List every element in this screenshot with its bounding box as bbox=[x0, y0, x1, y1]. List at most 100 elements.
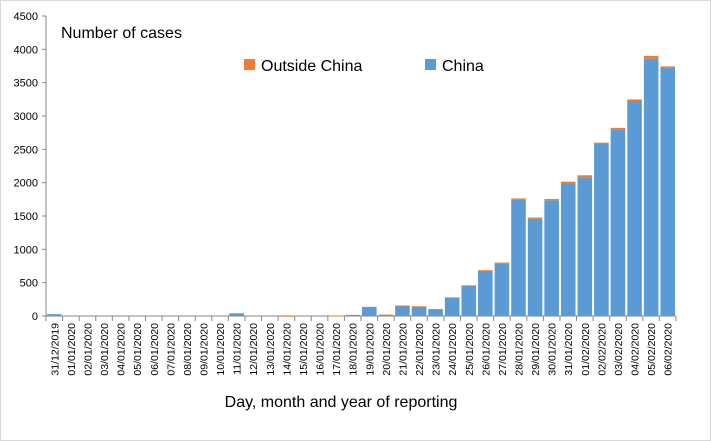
bar-china bbox=[428, 309, 443, 316]
legend: Outside China China bbox=[244, 58, 484, 75]
bar-china bbox=[627, 101, 642, 316]
bar-china bbox=[362, 306, 377, 316]
bar-china bbox=[660, 67, 675, 317]
x-tick-label: 10/01/2020 bbox=[215, 323, 227, 376]
x-tick-label: 04/02/2020 bbox=[630, 323, 642, 376]
bar-outside-china bbox=[660, 66, 675, 68]
bar-china bbox=[395, 305, 410, 316]
x-tick-label: 28/01/2020 bbox=[514, 323, 526, 376]
x-tick-label: 25/01/2020 bbox=[464, 323, 476, 376]
bar-outside-china bbox=[378, 314, 394, 316]
x-tick-label: 02/02/2020 bbox=[596, 323, 608, 376]
bar-outside-china bbox=[444, 297, 460, 299]
bar-outside-china bbox=[560, 181, 576, 184]
bar-outside-china bbox=[544, 199, 559, 201]
y-tick-label: 3000 bbox=[14, 111, 38, 123]
x-tick-label: 31/12/2019 bbox=[49, 323, 61, 376]
bar-outside-china bbox=[610, 127, 626, 130]
y-tick-label: 3500 bbox=[14, 78, 38, 90]
x-tick-label: 22/01/2020 bbox=[414, 323, 426, 376]
x-tick-label: 18/01/2020 bbox=[348, 323, 360, 376]
x-tick-label: 01/01/2020 bbox=[66, 323, 78, 376]
x-tick-label: 27/01/2020 bbox=[497, 323, 509, 376]
bar-china bbox=[577, 177, 593, 316]
y-tick-label: 2500 bbox=[14, 144, 38, 156]
x-tick-label: 13/01/2020 bbox=[265, 323, 277, 376]
x-tick-label: 12/01/2020 bbox=[248, 323, 260, 376]
bar-china bbox=[229, 313, 244, 316]
bar-outside-china bbox=[461, 285, 477, 287]
y-tick-label: 4000 bbox=[14, 44, 38, 56]
x-tick-label: 01/02/2020 bbox=[580, 323, 592, 376]
bar-china bbox=[527, 218, 543, 316]
bar-china bbox=[494, 263, 510, 316]
bar-china bbox=[47, 314, 62, 316]
bar-china bbox=[544, 200, 559, 316]
axes: 0 500 1000 1500 2000 2500 3000 3500 4000 4500 31/1… bbox=[14, 11, 677, 376]
x-tick-label: 11/01/2020 bbox=[232, 323, 244, 375]
bars bbox=[47, 55, 675, 317]
bar-outside-china bbox=[478, 270, 493, 271]
bar-outside-china bbox=[428, 309, 443, 310]
x-tick-label: 03/02/2020 bbox=[613, 323, 625, 376]
y-tick-label: 4500 bbox=[14, 11, 38, 23]
bar-outside-china bbox=[494, 262, 510, 264]
x-tick-label: 06/02/2020 bbox=[663, 323, 675, 376]
x-tick-label: 05/01/2020 bbox=[132, 323, 144, 376]
y-tick-label: 1000 bbox=[14, 244, 38, 256]
bar-china bbox=[560, 184, 576, 316]
x-tick-label: 30/01/2020 bbox=[547, 323, 559, 376]
x-tick-label: 24/01/2020 bbox=[447, 323, 459, 376]
bar-china bbox=[511, 199, 526, 316]
bar-china bbox=[461, 286, 477, 316]
bar-outside-china bbox=[362, 306, 377, 308]
x-tick-label: 29/01/2020 bbox=[530, 323, 542, 376]
x-tick-label: 21/01/2020 bbox=[397, 323, 409, 376]
x-tick-label: 26/01/2020 bbox=[480, 323, 492, 376]
legend-label-outside-china: Outside China bbox=[261, 58, 362, 75]
bar-outside-china bbox=[411, 306, 427, 308]
x-axis-label: Day, month and year of reporting bbox=[225, 394, 458, 411]
bar-china bbox=[444, 297, 460, 316]
bar-china bbox=[643, 58, 659, 317]
bar-china bbox=[478, 271, 493, 316]
bar-outside-china bbox=[527, 217, 543, 219]
x-tick-label: 05/02/2020 bbox=[646, 323, 658, 376]
x-tick-label: 31/01/2020 bbox=[563, 323, 575, 376]
x-tick-label: 06/01/2020 bbox=[149, 323, 161, 376]
bar-outside-china bbox=[279, 315, 294, 317]
x-tick-label: 02/01/2020 bbox=[82, 323, 94, 376]
y-tick-label: 0 bbox=[32, 311, 38, 323]
bar-outside-china bbox=[511, 198, 526, 200]
y-tick-label: 1500 bbox=[14, 211, 38, 223]
x-tick-label: 19/01/2020 bbox=[364, 323, 376, 376]
x-tick-label: 09/01/2020 bbox=[199, 323, 211, 376]
x-tick-label: 14/01/2020 bbox=[281, 323, 293, 376]
bar-china bbox=[345, 314, 360, 316]
y-tick-label: 2000 bbox=[14, 178, 38, 190]
bar-china bbox=[594, 143, 609, 316]
chart-title: Number of cases bbox=[61, 25, 182, 42]
bar-china bbox=[610, 129, 626, 316]
bar-outside-china bbox=[577, 175, 593, 178]
x-tick-label: 08/01/2020 bbox=[182, 323, 194, 376]
legend-swatch-china bbox=[425, 59, 436, 70]
x-tick-label: 04/01/2020 bbox=[116, 323, 128, 376]
y-tick-label: 500 bbox=[20, 278, 38, 290]
x-tick-label: 07/01/2020 bbox=[165, 323, 177, 376]
bar-outside-china bbox=[328, 315, 344, 317]
legend-label-china: China bbox=[442, 58, 484, 75]
bar-outside-china bbox=[594, 142, 609, 144]
bar-outside-china bbox=[627, 99, 642, 101]
x-tick-label: 03/01/2020 bbox=[99, 323, 111, 376]
x-tick-label: 20/01/2020 bbox=[381, 323, 393, 376]
x-tick-label: 16/01/2020 bbox=[315, 323, 327, 376]
bar-outside-china bbox=[643, 55, 659, 59]
legend-swatch-outside-china bbox=[244, 59, 255, 70]
bar-outside-china bbox=[395, 305, 410, 307]
x-tick-label: 15/01/2020 bbox=[298, 323, 310, 376]
x-tick-label: 23/01/2020 bbox=[431, 323, 443, 376]
bar-china bbox=[411, 306, 427, 316]
